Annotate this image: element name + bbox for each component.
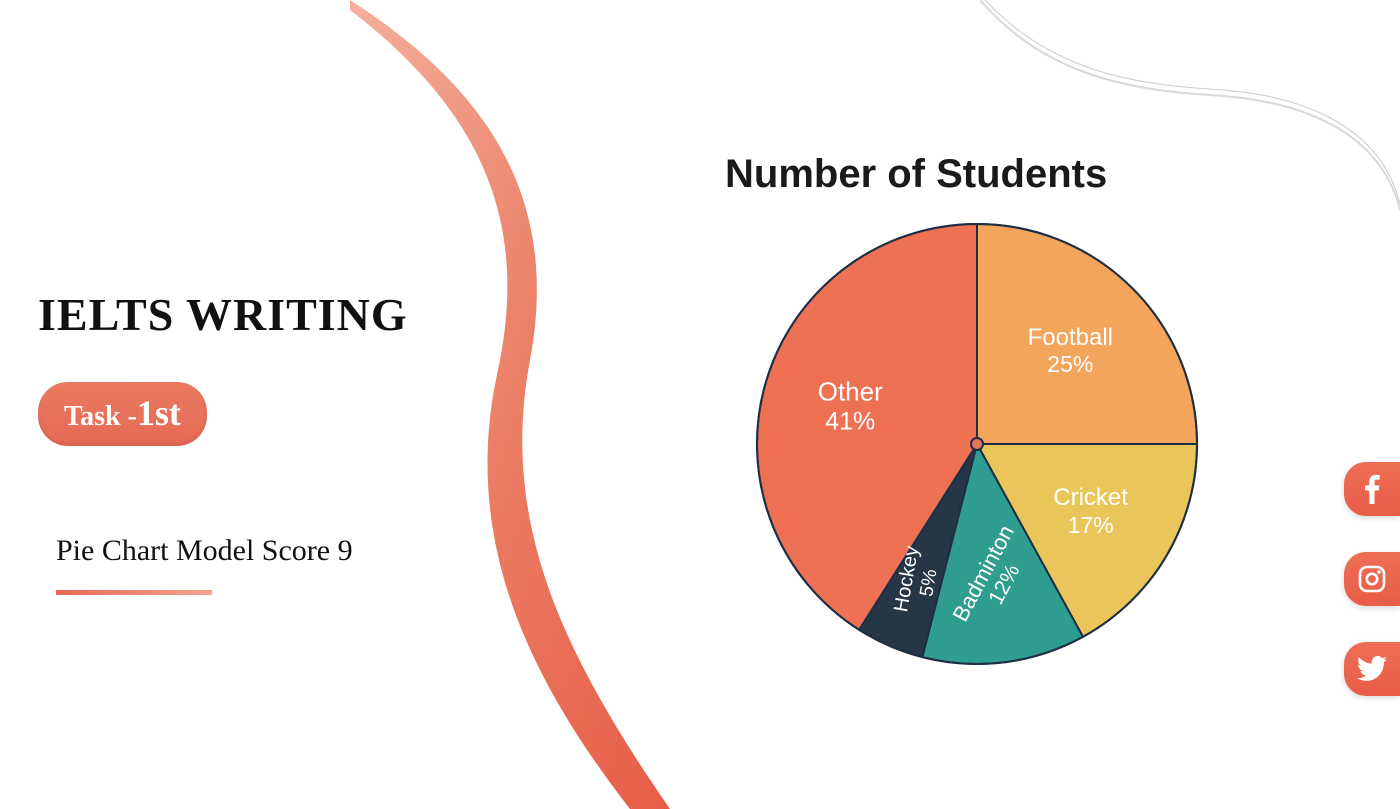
task-badge-prefix: Task - <box>64 401 137 432</box>
task-badge-num: 1st <box>137 393 181 433</box>
page-heading: IELTS WRITING <box>38 288 408 341</box>
pie-label-other: Other41% <box>818 378 883 437</box>
task-badge: Task -1st <box>38 382 207 446</box>
instagram-button[interactable] <box>1344 552 1400 606</box>
pie-label-cricket: Cricket17% <box>1053 484 1128 538</box>
facebook-icon <box>1364 474 1380 504</box>
pie-label-football: Football25% <box>1028 324 1113 378</box>
twitter-icon <box>1357 656 1387 682</box>
facebook-button[interactable] <box>1344 462 1400 516</box>
subtitle: Pie Chart Model Score 9 <box>56 534 353 568</box>
subtitle-underline <box>56 590 212 595</box>
twitter-button[interactable] <box>1344 642 1400 696</box>
social-column <box>1344 462 1400 696</box>
decor-left-curve <box>330 0 670 809</box>
pie-chart: Football25%Cricket17%Badminton12%Hockey5… <box>755 222 1199 666</box>
instagram-icon <box>1358 565 1386 593</box>
chart-title: Number of Students <box>725 152 1107 197</box>
